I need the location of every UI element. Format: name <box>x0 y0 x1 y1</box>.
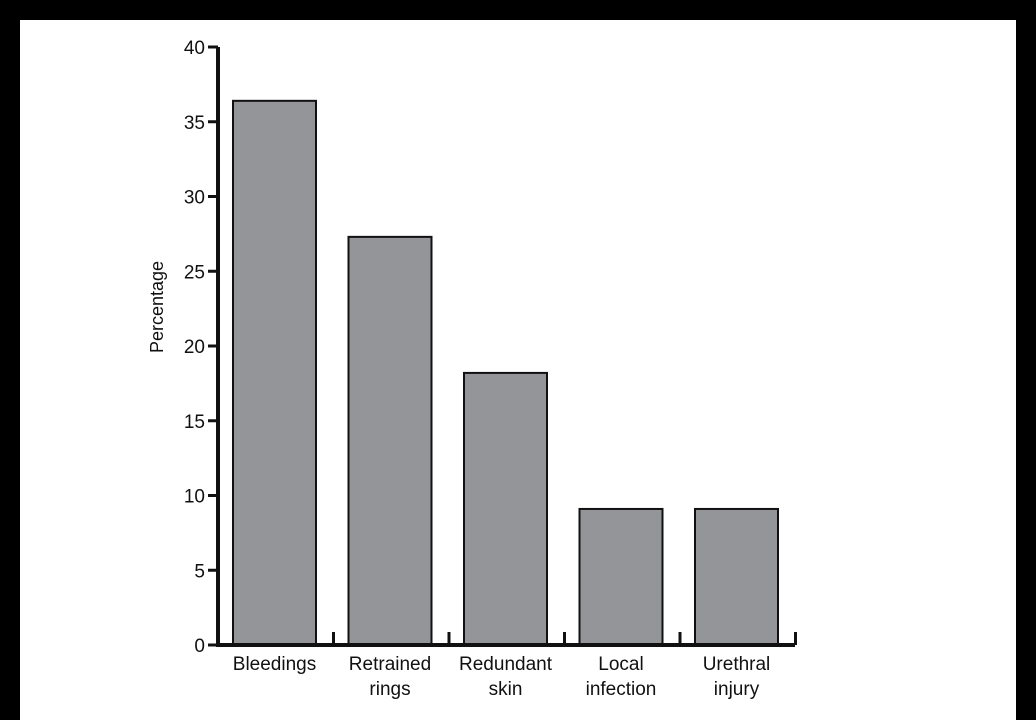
y-ticks: 0 5 10 15 20 25 30 35 40 <box>184 38 218 657</box>
y-tick-label: 20 <box>184 337 205 358</box>
bars <box>232 99 779 647</box>
y-tick-label: 30 <box>184 188 205 209</box>
bar-retrained-rings <box>347 235 433 647</box>
y-tick-label: 15 <box>184 412 205 433</box>
y-tick-label: 10 <box>184 487 205 508</box>
x-ticks: Bleedings Retrained rings Redundant skin Loca… <box>233 632 797 700</box>
bar-urethral-injury <box>694 507 779 646</box>
x-category-label: Retrained rings <box>349 654 431 700</box>
y-tick-label: 40 <box>184 38 205 59</box>
x-category-label: Urethral injury <box>703 654 771 700</box>
bar-redundant-skin <box>463 371 548 646</box>
bar-local-infection <box>578 507 664 646</box>
y-tick-label: 5 <box>194 561 205 582</box>
x-category-label: Redundant skin <box>459 654 553 700</box>
y-axis-title: Percentage <box>147 261 167 353</box>
y-tick-label: 35 <box>184 113 205 134</box>
bar-bleedings <box>232 99 317 646</box>
y-tick-label: 25 <box>184 262 205 283</box>
x-category-label: Local infection <box>586 654 657 700</box>
y-tick-label: 0 <box>194 636 205 657</box>
x-category-label: Bleedings <box>233 654 316 675</box>
